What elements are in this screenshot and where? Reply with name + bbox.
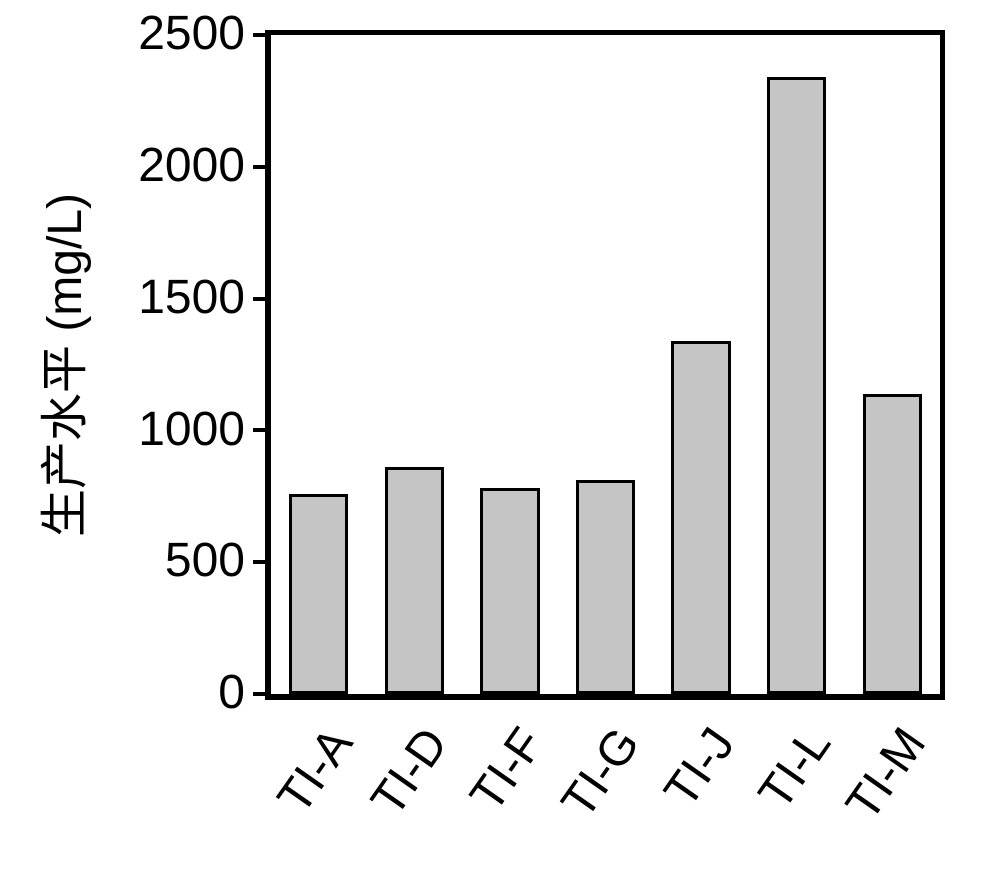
y-tick-label: 0	[218, 665, 245, 720]
y-tick-mark	[253, 692, 265, 696]
bars-group	[271, 35, 940, 694]
y-tick-mark	[253, 165, 265, 169]
y-axis-label: 生产水平 (mg/L)	[25, 193, 95, 537]
x-tick-label: TI-J	[654, 718, 746, 817]
bar	[671, 341, 730, 694]
bar	[863, 394, 922, 695]
x-tick-label: TI-L	[748, 718, 842, 819]
x-tick-label: TI-A	[267, 718, 364, 824]
x-tick-label: TI-D	[361, 718, 460, 826]
bar	[576, 480, 635, 694]
bar	[480, 488, 539, 694]
bar	[385, 467, 444, 694]
y-tick-mark	[253, 428, 265, 432]
bar-chart: 生产水平 (mg/L) 05001000150020002500 TI-ATI-…	[0, 0, 1000, 873]
plot-area: 05001000150020002500	[265, 30, 945, 700]
y-tick-label: 500	[165, 533, 245, 588]
y-tick-label: 2000	[138, 138, 245, 193]
y-tick-mark	[253, 33, 265, 37]
x-tick-label: TI-F	[459, 718, 555, 822]
y-tick-label: 1500	[138, 270, 245, 325]
x-tick-label: TI-G	[550, 718, 650, 828]
bar	[289, 494, 348, 694]
x-tick-label: TI-M	[836, 718, 938, 830]
y-tick-label: 2500	[138, 6, 245, 61]
y-tick-mark	[253, 560, 265, 564]
bar	[767, 77, 826, 694]
y-tick-mark	[253, 297, 265, 301]
y-tick-label: 1000	[138, 402, 245, 457]
